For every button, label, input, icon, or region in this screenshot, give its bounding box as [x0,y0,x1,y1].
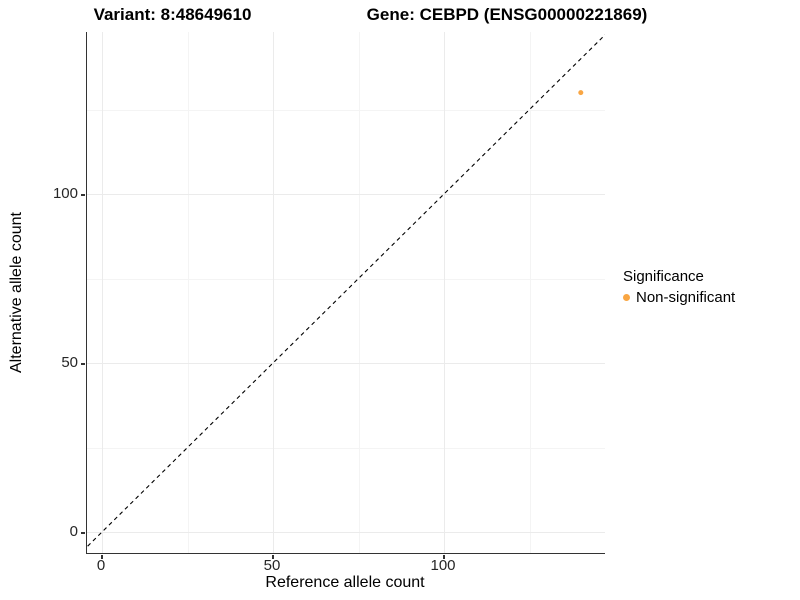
gridline [87,532,605,533]
x-tick-label: 100 [430,557,456,574]
gridline [87,363,605,364]
y-axis-title: Alternative allele count [8,212,25,373]
y-tick-label: 50 [61,354,78,371]
x-tick-label: 0 [96,557,106,574]
gridline [529,32,531,553]
gridline [87,447,605,449]
y-tick-label: 100 [52,185,78,202]
legend-entry: Non-significant [623,289,735,306]
y-tick-label: 0 [69,523,78,540]
gridline [87,109,605,111]
x-tick-label: 50 [263,557,281,574]
y-tick-mark [81,532,85,534]
gridline [87,278,605,280]
legend: Significance Non-significant [623,268,735,306]
variant-title: Variant: 8:48649610 [93,5,252,24]
x-tick-mark [101,555,103,559]
identity-line [87,34,605,548]
plot-panel [86,32,605,554]
x-tick-mark [272,555,274,559]
y-tick-mark [81,363,85,365]
plot-layer [87,34,605,548]
gridline [87,194,605,195]
gridline [187,32,189,553]
y-axis-title-wrap: Alternative allele count [8,32,26,553]
gridline [444,32,445,553]
y-tick-mark [81,194,85,196]
x-axis-title: Reference allele count [265,574,425,591]
gene-title: Gene: CEBPD (ENSG00000221869) [366,5,648,24]
gridline [273,32,274,553]
gridline [358,32,360,553]
legend-entry-label: Non-significant [636,289,736,306]
legend-title: Significance [623,268,704,285]
data-point [578,90,584,96]
x-tick-mark [443,555,445,559]
legend-point-icon [623,294,630,301]
gridline [102,32,103,553]
